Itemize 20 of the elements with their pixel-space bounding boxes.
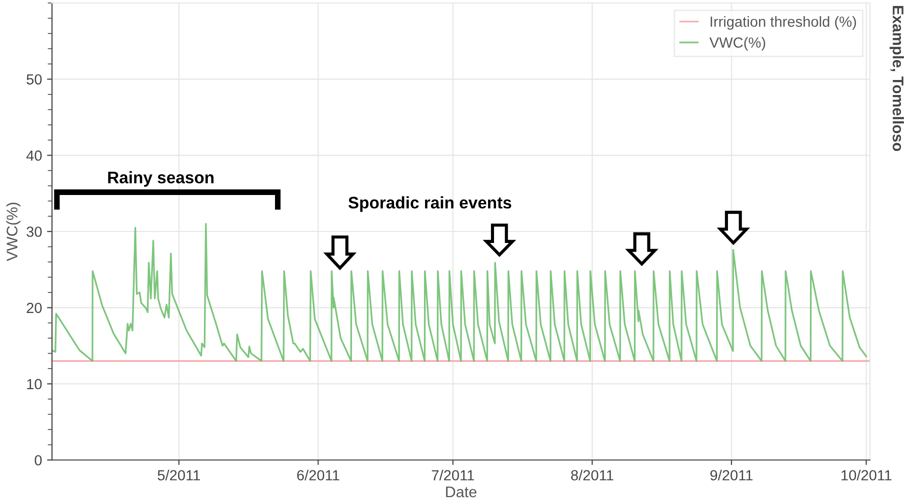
x-tick-label: 10/2011: [842, 470, 892, 480]
y-tick-label: 20: [26, 302, 42, 314]
y-tick-label: 0: [34, 455, 42, 466]
text: Example, Tomelloso: [890, 6, 904, 152]
y-tick-label: 30: [26, 226, 42, 237]
x-tick-label: 8/2011: [571, 470, 614, 480]
y-tick-label: 50: [26, 74, 42, 85]
x-tick-label: 5/2011: [158, 470, 200, 480]
x-axis-title: Date: [446, 486, 476, 498]
legend-label: Irrigation threshold (%): [710, 16, 856, 30]
x-tick-label: 7/2011: [432, 470, 474, 480]
legend-label: VWC(%): [709, 37, 766, 51]
y-tick-label: 40: [26, 150, 42, 161]
line-series: [52, 223, 868, 362]
y-axis-title: VWC(%): [6, 202, 20, 262]
x-tick-label: 9/2011: [710, 470, 753, 480]
y-tick-label: 10: [27, 378, 42, 390]
annotation: Sporadic rain events: [348, 196, 512, 212]
annotation: Rainy season: [108, 171, 214, 187]
x-tick-label: 6/2011: [297, 470, 340, 480]
